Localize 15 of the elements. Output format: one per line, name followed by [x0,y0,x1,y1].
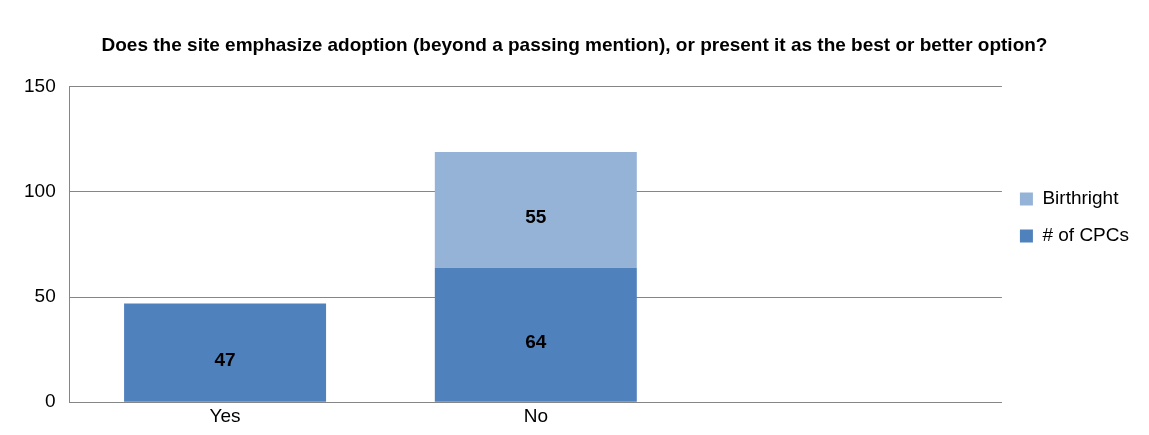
bar [124,303,327,402]
y-tick-label: 150 [24,75,56,97]
bar [434,267,637,402]
x-tick-label: Yes [209,404,241,426]
legend-label: Birthright [1042,187,1120,209]
bar [434,151,637,268]
legend-label: # of CPCs [1042,224,1130,246]
y-tick-label: 100 [24,180,56,202]
data-label: 64 [525,330,547,352]
x-tick-label: No [523,404,548,426]
data-label: 47 [214,348,236,370]
y-tick-label: 50 [34,285,56,307]
chart-title: Does the site emphasize adoption (beyond a passing mention), or present it as the best or better option? [101,33,1048,55]
y-tick-label: 0 [45,390,56,412]
data-label: 55 [525,206,547,228]
